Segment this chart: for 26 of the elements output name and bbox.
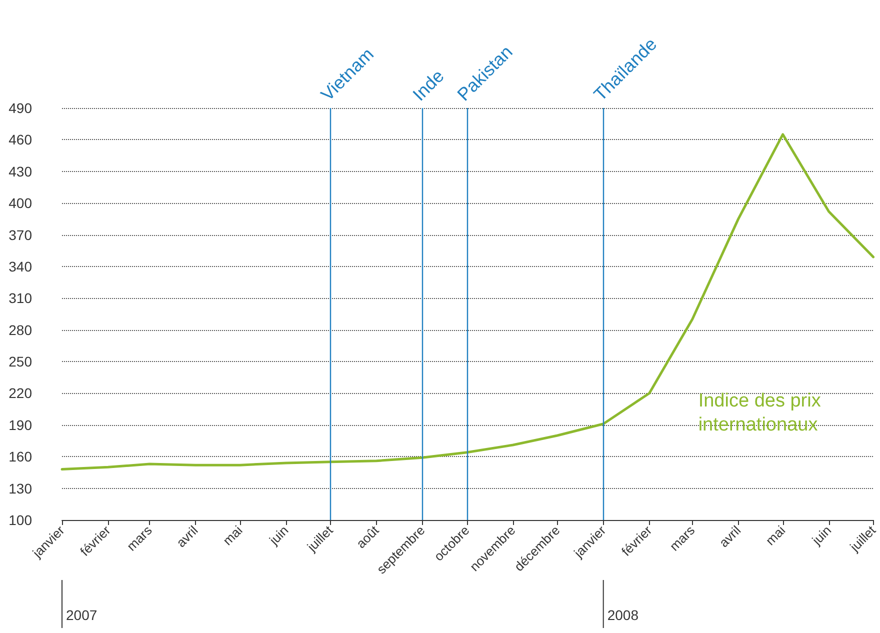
y-tick-label: 250 [8, 354, 32, 370]
y-tick-label: 100 [8, 512, 32, 528]
x-tick-label: juin [266, 522, 292, 548]
y-tick-label: 370 [8, 226, 32, 243]
y-tick-label: 490 [8, 100, 32, 116]
line-series [60, 133, 875, 471]
text: 2007 [66, 607, 98, 623]
y-tick-label: 460 [8, 132, 32, 148]
x-tick-label: avril [173, 522, 201, 550]
y-tick-label: 160 [8, 448, 32, 465]
y-tick-label: 130 [8, 480, 32, 496]
x-tick-label: juin [808, 522, 834, 548]
y-tick-label: 340 [8, 258, 32, 274]
text: Indice des prix internationaux [698, 390, 826, 436]
x-tick-label: avril [716, 522, 744, 550]
y-tick-label: 310 [8, 290, 32, 306]
y-tick-label: 400 [8, 195, 32, 212]
text: 2008 [607, 607, 639, 623]
ref-line-label: Inde [408, 66, 448, 105]
y-tick-label: 280 [8, 322, 32, 338]
x-tick-label: mai [220, 522, 246, 548]
x-tick-label: mai [762, 522, 788, 548]
y-tick-label: 220 [8, 385, 32, 402]
x-tick-label: août [353, 522, 382, 552]
y-tick-label: 430 [8, 163, 32, 180]
y-tick-label: 190 [8, 416, 32, 433]
